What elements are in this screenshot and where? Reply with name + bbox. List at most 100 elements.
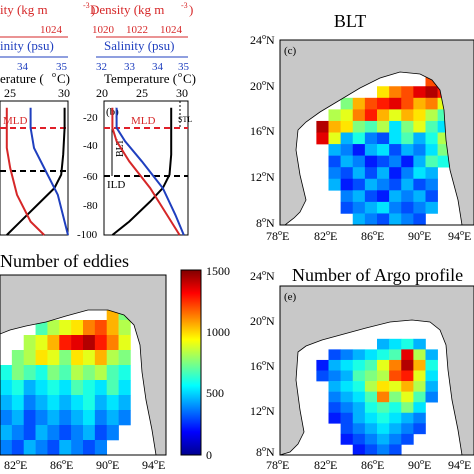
heatmap-cell (377, 381, 390, 392)
heatmap-cell (340, 167, 354, 180)
heatmap-cell (425, 97, 438, 110)
heatmap-cell (389, 370, 402, 382)
panel-a-temperature-title: erature ( (0, 71, 44, 86)
heatmap-cell (47, 410, 60, 426)
heatmap-cell (23, 365, 36, 381)
heatmap-cell (94, 350, 108, 366)
heatmap-cell (413, 359, 426, 371)
heatmap-cell (352, 201, 366, 214)
heatmap-cell (352, 190, 366, 203)
heatmap-cell (413, 412, 426, 424)
heatmap-cell (340, 381, 354, 392)
heatmap-cell (118, 395, 131, 411)
heatmap-cell (71, 365, 84, 381)
heatmap-cell (413, 86, 426, 99)
heatmap-cell (35, 410, 48, 426)
heatmap-cell (23, 440, 36, 456)
panel-e-x-ticks: 78oE 82oE 86oE 90oE 94oE (266, 457, 471, 472)
heatmap-cell (83, 380, 96, 396)
heatmap-cell (106, 395, 119, 411)
heatmap-cell (377, 86, 390, 99)
panel-b-density-tick-1022: 1022 (126, 24, 148, 36)
heatmap-cell (364, 349, 378, 361)
heatmap-cell (401, 132, 414, 145)
heatmap-cell (364, 132, 378, 145)
heatmap-cell (23, 395, 36, 411)
heatmap-cell (106, 365, 119, 381)
heatmap-cell (413, 402, 426, 414)
panel-d-xtick-90: 90oE (96, 457, 119, 472)
heatmap-cell (437, 109, 451, 122)
panel-e-xtick-90: 90oE (408, 457, 431, 472)
panel-b-salinity-tick-32: 32 (96, 61, 107, 73)
heatmap-cell (425, 391, 438, 403)
heatmap-cell (23, 350, 36, 366)
heatmap-cell (377, 167, 390, 180)
profile-series-line (115, 107, 185, 236)
heatmap-cell (83, 395, 96, 411)
heatmap-cell (364, 190, 378, 203)
heatmap-cell (364, 97, 378, 110)
panel-d-axes (0, 274, 167, 456)
panel-a-salinity-title: inity (psu) (0, 38, 54, 53)
panel-a-temp-tick-25: 25 (4, 86, 16, 100)
panel-a-temperature-unit: C) (57, 71, 70, 86)
heatmap-cell (71, 350, 84, 366)
heatmap-cell (401, 178, 414, 191)
heatmap-cell (340, 120, 354, 133)
heatmap-cell (316, 132, 329, 145)
heatmap-cell (377, 109, 390, 122)
heatmap-cell (106, 410, 119, 426)
heatmap-cell (401, 381, 414, 392)
heatmap-cell (47, 395, 60, 411)
panel-e-ytick-12: 12oN (250, 403, 275, 418)
heatmap-cell (94, 320, 108, 336)
heatmap-cell (389, 391, 402, 403)
heatmap-cell (59, 380, 72, 396)
heatmap-cell (389, 167, 402, 180)
panel-d-cells (0, 305, 131, 456)
heatmap-cell (389, 213, 402, 226)
heatmap-cell (83, 335, 96, 351)
heatmap-cell (425, 201, 438, 214)
heatmap-cell (83, 320, 96, 336)
heatmap-cell (328, 144, 341, 156)
heatmap-cell (0, 365, 13, 381)
heatmap-cell (340, 423, 354, 435)
heatmap-cell (401, 86, 414, 99)
heatmap-cell (352, 370, 366, 382)
heatmap-cell (364, 120, 378, 133)
heatmap-cell (389, 433, 402, 445)
heatmap-cell (437, 132, 451, 145)
panel-e-land (279, 285, 474, 456)
heatmap-cell (401, 359, 414, 371)
heatmap-cell (340, 359, 354, 371)
panel-d: Number of eddies 82oE 86oE 90oE 94oE 150… (0, 251, 230, 472)
heatmap-cell (94, 395, 108, 411)
heatmap-cell (328, 109, 341, 122)
heatmap-cell (389, 338, 402, 350)
heatmap-cell (106, 350, 119, 366)
heatmap-cell (328, 391, 341, 403)
heatmap-cell (413, 178, 426, 191)
heatmap-cell (83, 425, 96, 441)
heatmap-cell (401, 433, 414, 445)
panel-b-temp-tick-20: 20 (96, 86, 108, 100)
heatmap-cell (71, 335, 84, 351)
panel-c-title: BLT (334, 11, 366, 31)
heatmap-cell (425, 109, 438, 122)
panel-b-degree: o (178, 70, 182, 79)
heatmap-cell (340, 132, 354, 145)
panel-c-y-ticks: 24oN 20oN 16oN 12oN 8oN (250, 32, 275, 230)
heatmap-cell (328, 120, 341, 133)
heatmap-cell (328, 412, 341, 424)
heatmap-cell (425, 74, 438, 87)
panel-b-depth-tick-100: -100 (77, 229, 98, 241)
heatmap-cell (377, 132, 390, 145)
heatmap-cell (328, 402, 341, 414)
panel-b-salinity-title: Salinity (psu) (104, 38, 174, 53)
heatmap-cell (340, 97, 354, 110)
heatmap-cell (413, 391, 426, 403)
heatmap-cell (413, 423, 426, 435)
heatmap-cell (377, 120, 390, 133)
